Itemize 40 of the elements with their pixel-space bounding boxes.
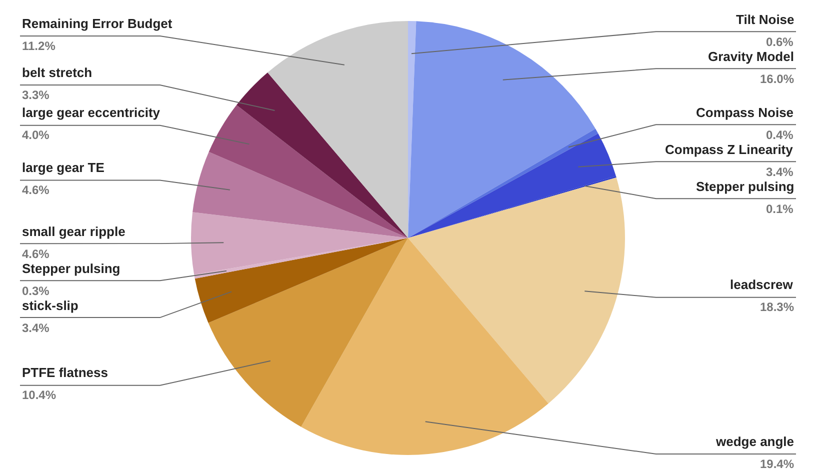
pie-slice	[268, 21, 408, 238]
data-label: 0.3%	[22, 284, 50, 298]
pie-slice	[194, 238, 408, 323]
slice-label: PTFE flatness	[22, 365, 108, 380]
slice-label: Tilt Noise	[736, 12, 794, 27]
pie-slice	[236, 72, 408, 238]
slice-label: small gear ripple	[22, 224, 126, 239]
data-label: 3.3%	[22, 88, 50, 102]
pie-slice	[208, 105, 408, 238]
data-label: 18.3%	[760, 300, 794, 314]
pie-slice	[301, 238, 548, 455]
slice-label: Stepper pulsing	[22, 261, 120, 276]
data-label: 16.0%	[760, 72, 794, 86]
data-label: 10.4%	[22, 388, 56, 402]
slice-label: large gear TE	[22, 160, 105, 175]
slice-label: belt stretch	[22, 65, 92, 80]
data-label: 0.1%	[766, 202, 794, 216]
data-label: 4.6%	[22, 183, 50, 197]
pie-slice	[408, 177, 625, 404]
slice-label: large gear eccentricity	[22, 105, 161, 120]
data-label: 3.4%	[766, 165, 794, 179]
slice-label: Gravity Model	[708, 49, 794, 64]
slice-label: wedge angle	[715, 434, 794, 449]
pie-slice	[191, 212, 408, 275]
pie-slice	[408, 21, 596, 238]
slice-label: Stepper pulsing	[696, 179, 794, 194]
data-label: 0.6%	[766, 35, 794, 49]
data-label: 4.6%	[22, 247, 50, 261]
data-label: 11.2%	[22, 39, 56, 53]
slice-label: leadscrew	[730, 277, 794, 292]
slice-label: Remaining Error Budget	[22, 16, 173, 31]
slice-label: stick-slip	[22, 298, 78, 313]
data-label: 4.0%	[22, 128, 50, 142]
data-label: 3.4%	[22, 321, 50, 335]
slice-label: Compass Noise	[696, 105, 794, 120]
pie-slice	[208, 238, 408, 427]
data-label: 0.4%	[766, 128, 794, 142]
slice-label: Compass Z Linearity	[665, 142, 794, 157]
data-label: 19.4%	[760, 457, 794, 471]
pie-slice	[192, 152, 408, 238]
